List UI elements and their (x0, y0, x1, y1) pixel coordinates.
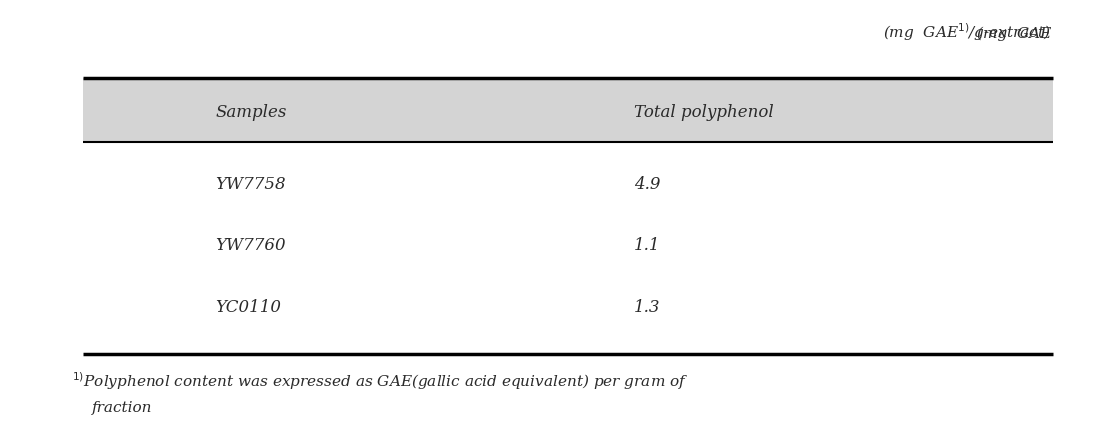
Text: YW7760: YW7760 (215, 237, 286, 254)
Text: YW7758: YW7758 (215, 176, 286, 193)
Bar (83, 78, 1053, 142)
Text: Samples: Samples (215, 104, 287, 121)
Text: fraction: fraction (92, 401, 152, 415)
Text: 4.9: 4.9 (634, 176, 661, 193)
Text: (mg  GAE: (mg GAE (977, 27, 1051, 41)
Text: YC0110: YC0110 (215, 299, 281, 316)
Text: Total polyphenol: Total polyphenol (634, 104, 774, 121)
Text: $^{1)}$Polyphenol content was expressed as GAE(gallic acid equivalent) per gram : $^{1)}$Polyphenol content was expressed … (72, 371, 688, 393)
Text: 1.1: 1.1 (634, 237, 661, 254)
Text: (mg  GAE$^{1)}$/g-extract): (mg GAE$^{1)}$/g-extract) (884, 22, 1051, 43)
Text: 1.3: 1.3 (634, 299, 661, 316)
